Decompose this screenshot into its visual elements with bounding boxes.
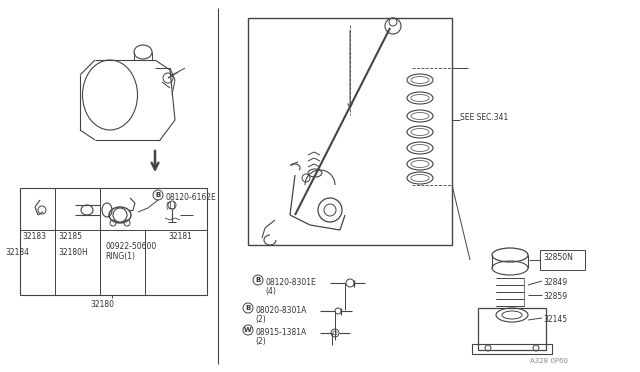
Bar — [540, 250, 585, 270]
Text: 32145: 32145 — [543, 315, 567, 324]
Text: 08120-8301E: 08120-8301E — [265, 278, 316, 287]
Bar — [478, 308, 546, 350]
Bar — [20, 188, 207, 295]
Text: 32849: 32849 — [543, 278, 567, 287]
Text: 32181: 32181 — [168, 232, 192, 241]
Text: 32183: 32183 — [22, 232, 46, 241]
Text: 32850N: 32850N — [543, 253, 573, 262]
Text: 32859: 32859 — [543, 292, 567, 301]
Text: 32180H: 32180H — [58, 248, 88, 257]
Text: B: B — [255, 277, 260, 283]
Text: B: B — [156, 192, 161, 198]
Text: B: B — [245, 305, 251, 311]
Text: W: W — [244, 327, 252, 333]
Text: 32180: 32180 — [90, 300, 114, 309]
Bar — [248, 18, 452, 245]
Bar — [472, 344, 552, 354]
Text: 08915-1381A: 08915-1381A — [255, 328, 307, 337]
Text: (2): (2) — [255, 315, 266, 324]
Text: A328 0P60: A328 0P60 — [530, 358, 568, 364]
Text: 08020-8301A: 08020-8301A — [255, 306, 307, 315]
Text: 00922-50600: 00922-50600 — [105, 242, 156, 251]
Text: SEE SEC.341: SEE SEC.341 — [460, 113, 508, 122]
Text: (2): (2) — [255, 337, 266, 346]
Text: 32184: 32184 — [5, 248, 29, 257]
Text: RING(1): RING(1) — [105, 252, 135, 261]
Text: 08120-6162E: 08120-6162E — [165, 193, 216, 202]
Text: (1): (1) — [165, 202, 176, 211]
Text: 32185: 32185 — [58, 232, 82, 241]
Text: (4): (4) — [265, 287, 276, 296]
